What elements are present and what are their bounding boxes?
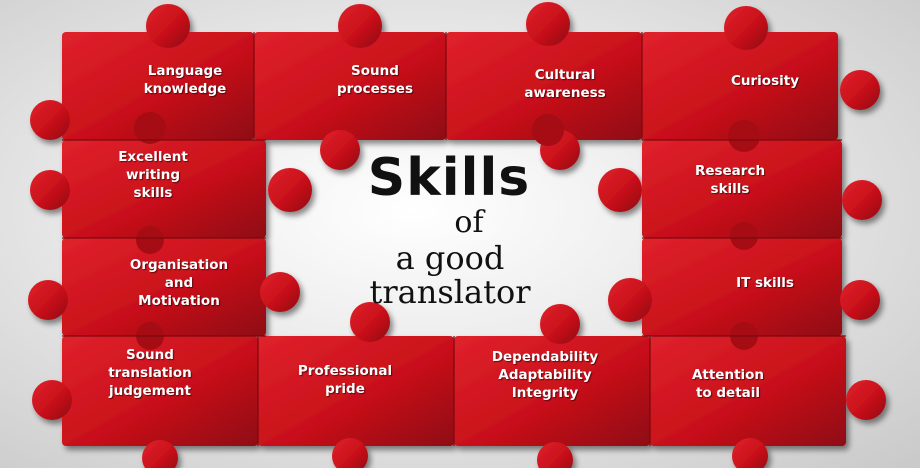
puzzle-knob (608, 278, 652, 322)
puzzle-knob (146, 4, 190, 48)
puzzle-piece-language (62, 32, 254, 140)
piece-it-skills: IT skills (736, 275, 794, 291)
puzzle-knob (142, 440, 178, 468)
piece-cultural-awareness: Cultural awareness (524, 67, 606, 101)
puzzle-knob (28, 280, 68, 320)
puzzle-knob (540, 304, 580, 344)
puzzle-knob (338, 4, 382, 48)
puzzle-notch (136, 226, 164, 254)
puzzle-knob (350, 302, 390, 342)
puzzle-knob (526, 2, 570, 46)
puzzle-knob (30, 170, 70, 210)
puzzle-knob (598, 168, 642, 212)
piece-curiosity: Curiosity (731, 73, 799, 89)
piece-excellent-writing-skills: Excellent writing skills (118, 149, 188, 201)
puzzle-knob (840, 70, 880, 110)
puzzle-knob (268, 168, 312, 212)
title-skills: Skills (367, 148, 531, 208)
puzzle-knob (840, 280, 880, 320)
puzzle-piece-attention (650, 336, 846, 446)
puzzle-knob (846, 380, 886, 420)
puzzle-piece-it (642, 238, 842, 336)
piece-attention-to-detail: Attention to detail (691, 367, 765, 401)
puzzle-piece-curiosity (642, 32, 838, 140)
puzzle-piece-pride (258, 336, 454, 446)
puzzle-piece-cultural (446, 32, 642, 140)
puzzle-knob (260, 272, 300, 312)
title-translator: translator (369, 273, 531, 311)
puzzle-piece-writing (62, 140, 266, 238)
puzzle-piece-sound-processes (254, 32, 446, 140)
puzzle-knob (30, 100, 70, 140)
piece-organisation-motivation: Organisation and Motivation (129, 257, 229, 309)
title-of: of (454, 205, 484, 240)
puzzle-knob (842, 180, 882, 220)
puzzle-piece-research (642, 140, 842, 238)
puzzle-piece-dependability (454, 336, 650, 446)
piece-sound-translation-judgement: Sound translation judgement (108, 347, 192, 399)
puzzle-piece-judgement (62, 336, 258, 446)
title-a-good: a good (395, 239, 505, 277)
puzzle-knob (732, 438, 768, 468)
puzzle-knob (537, 442, 573, 468)
piece-professional-pride: Professional pride (297, 363, 393, 397)
puzzle-knob (32, 380, 72, 420)
puzzle-knob (332, 438, 368, 468)
piece-research-skills: Research skills (694, 163, 766, 197)
puzzle-knob (320, 130, 360, 170)
puzzle-knob (724, 6, 768, 50)
puzzle-notch (730, 222, 758, 250)
piece-language-knowledge: Language knowledge (143, 63, 227, 97)
puzzle-notch (728, 120, 760, 152)
puzzle-notch (532, 114, 564, 146)
puzzle-piece-organisation (62, 238, 266, 336)
piece-sound-processes: Sound processes (336, 63, 414, 97)
piece-dependability-adaptability-integrity: Dependability Adaptability Integrity (491, 349, 599, 401)
puzzle-notch (134, 112, 166, 144)
